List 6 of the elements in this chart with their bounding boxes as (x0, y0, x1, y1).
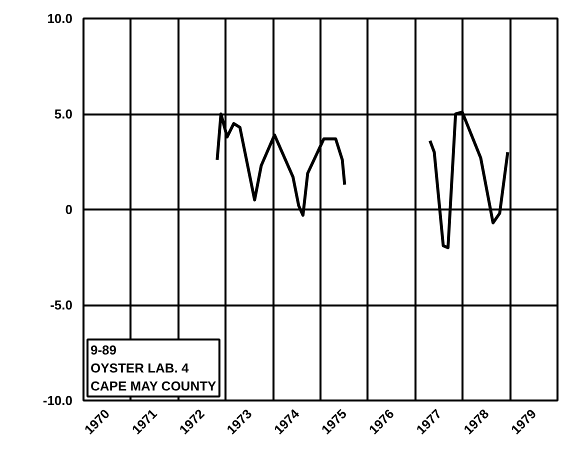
y-tick-label: 0 (65, 202, 73, 217)
y-tick-label: 5.0 (54, 106, 73, 122)
annotation: 9-89 OYSTER LAB. 4 CAPE MAY COUNTY (90, 342, 217, 394)
y-tick-label: -5.0 (50, 298, 73, 312)
y-tick-label: 10.0 (47, 11, 73, 26)
y-tick-label: -10.0 (42, 393, 73, 408)
